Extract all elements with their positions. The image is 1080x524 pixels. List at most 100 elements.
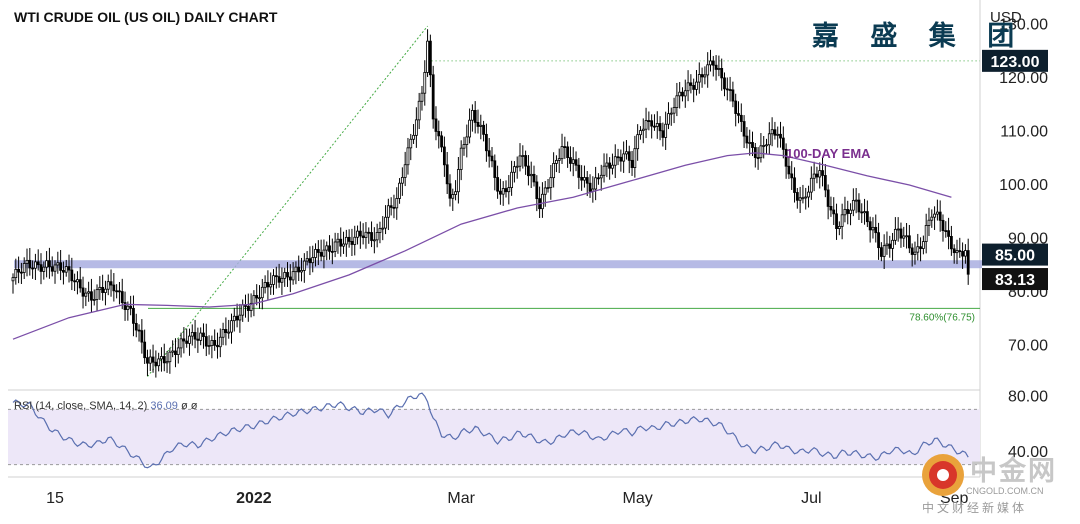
candle-body [487,150,491,157]
candle-body [513,166,516,173]
candle-body [667,113,670,125]
candle-body [344,236,348,245]
candle-body [871,226,875,231]
candle-body [431,74,435,120]
candle-body [639,130,642,136]
chart-title: WTI CRUDE OIL (US OIL) DAILY CHART [14,9,278,25]
candle-body [62,269,65,273]
candle-body [944,230,948,233]
candle-body [64,266,68,273]
candle-body [224,329,228,333]
candle-body [106,281,110,290]
watermark-text: 中金网 [970,456,1057,487]
candle-body [748,142,752,144]
candle-body [709,60,712,66]
candle-body [891,239,894,249]
candle-body [193,332,197,340]
candle-body [255,295,259,299]
candle-body [286,272,289,278]
candle-body [580,176,584,181]
candle-body [440,135,443,148]
candle-body [437,131,441,137]
price-tick-label: 130.00 [999,16,1048,33]
candle-body [384,216,387,229]
candle-body [137,329,141,332]
candle-body [695,81,698,90]
candle-body [81,287,85,297]
candle-body [132,307,135,324]
candle-body [98,286,102,291]
ema-label: 100-DAY EMA [786,146,871,161]
candle-body [499,190,502,195]
candle-body [218,336,222,348]
candle-body [636,134,640,150]
candle-body [87,291,91,294]
candle-body [902,235,906,239]
candle-body [571,159,575,164]
candle-body [297,266,301,273]
candle-body [140,330,144,343]
candle-body [20,271,23,274]
candle-body [742,121,746,137]
candle-body [249,302,253,311]
candle-body [938,211,942,221]
candle-body [157,358,161,367]
candle-body [120,291,124,303]
candle-body [473,110,477,123]
candle-body [560,146,564,160]
candle-body [112,284,116,292]
candle-body [53,264,57,272]
rsi-tick-label: 80.00 [1008,389,1048,406]
candle-body [412,134,415,140]
candle-body [274,275,278,278]
candle-body [266,282,270,288]
candle-body [821,170,824,176]
candle-body [336,238,340,243]
candle-body [339,238,343,247]
candle-body [73,280,77,283]
candle-body [686,82,690,92]
candle-body [123,302,127,310]
candle-body [288,276,292,281]
candle-body [328,245,331,252]
candle-body [148,356,152,364]
candle-body [364,231,368,238]
candle-body [109,281,113,286]
fib-diagonal-line [147,25,428,377]
high-level-tag-bg [982,49,1048,72]
candle-body [798,197,802,201]
candle-body [294,266,298,273]
candle-body [608,162,612,169]
candle-body [465,136,469,145]
candle-body [204,336,208,347]
candle-body [963,250,967,257]
candle-body [238,314,242,321]
candle-body [400,177,404,184]
candle-body [496,177,499,192]
candle-body [115,290,119,293]
candle-body [823,175,827,191]
rsi-legend-value: 36.09 [150,400,181,412]
candle-body [361,235,365,238]
candle-body [381,227,385,230]
candle-body [196,338,200,341]
candle-body [924,225,928,242]
candle-body [185,340,189,344]
candle-body [378,228,382,233]
candle-body [70,269,74,282]
candle-body [958,250,962,252]
last-price-tag: 83.13 [995,272,1035,289]
candle-body [356,230,359,238]
watermark-subtitle: 中文财经新媒体 [922,501,1028,515]
brand-logo: 嘉 盛 集 团 [812,21,1026,52]
candle-body [241,304,245,316]
candle-body [182,338,186,342]
candle-body [952,248,956,254]
time-tick-label: 2022 [236,490,272,507]
candle-body [773,129,777,136]
candle-body [493,160,497,178]
rsi-legend-label: RSI (14, close, SMA, 14, 2) [14,400,150,412]
candle-body [804,196,808,199]
candle-body [210,340,214,346]
